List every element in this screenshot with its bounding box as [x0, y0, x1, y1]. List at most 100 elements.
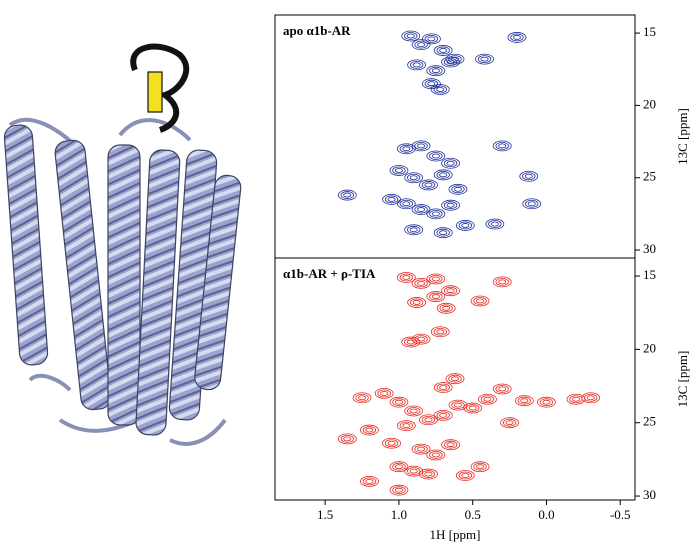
contour [517, 396, 532, 405]
protein-structure [3, 43, 242, 446]
peak [382, 194, 401, 205]
x-tick-label: -0.5 [610, 507, 631, 522]
contour [426, 449, 446, 461]
peak [485, 218, 505, 230]
contour [419, 414, 438, 426]
contour [380, 390, 389, 396]
contour [441, 199, 460, 211]
peak [419, 414, 438, 426]
contour [443, 159, 458, 168]
contour [424, 34, 439, 43]
contour [502, 418, 517, 427]
contour [424, 471, 433, 477]
contour [392, 486, 406, 495]
contour [337, 433, 357, 445]
contour [446, 288, 455, 294]
contour [426, 291, 446, 302]
peak [426, 291, 446, 302]
contour [433, 85, 447, 94]
contour [446, 59, 455, 65]
contour [431, 294, 440, 299]
contour [431, 153, 440, 159]
peak [537, 396, 556, 408]
peak [426, 65, 446, 77]
x-tick-label: 0.0 [538, 507, 554, 522]
contour [581, 392, 601, 404]
contour [389, 396, 409, 408]
contour [394, 168, 403, 173]
contour [431, 68, 440, 74]
contour [406, 33, 415, 39]
y-tick-label: 25 [643, 169, 656, 184]
contour [492, 276, 512, 288]
peak [419, 468, 438, 480]
peak [411, 204, 431, 215]
contour [510, 33, 524, 42]
peak [382, 437, 401, 449]
contour [396, 198, 416, 210]
peak [463, 402, 483, 414]
contour [426, 208, 446, 220]
peak [475, 53, 494, 65]
contour [476, 464, 485, 470]
contour [399, 144, 414, 153]
contour [411, 333, 431, 345]
y-tick-label: 15 [643, 267, 656, 282]
contour [433, 409, 453, 421]
contour [446, 202, 455, 208]
contour [404, 224, 424, 236]
contour [407, 297, 427, 308]
contour [436, 87, 445, 92]
contour [500, 417, 519, 429]
contour [439, 172, 448, 178]
peak [433, 169, 453, 181]
peak [426, 150, 446, 162]
contour [429, 292, 443, 301]
contour [429, 209, 443, 218]
contour [450, 376, 459, 382]
contour [402, 146, 411, 152]
contour [411, 443, 431, 455]
panel: α1b-AR + ρ-TIA 15 20 25 30 13C [ppm] 1.5 1.0 0.5… [274, 257, 690, 542]
contour [439, 48, 448, 53]
contour [360, 475, 379, 487]
contour [433, 227, 453, 239]
y-tick-label: 30 [643, 487, 656, 502]
contour [374, 387, 394, 399]
peak [389, 461, 409, 473]
contour [542, 399, 551, 405]
contour [426, 273, 446, 285]
contour [406, 225, 421, 234]
contour [406, 173, 421, 182]
contour [446, 160, 455, 166]
contour [539, 398, 554, 407]
plot-frame [274, 14, 636, 259]
contour [470, 461, 490, 473]
panel-title: apo α1b-AR [283, 23, 351, 38]
contour [394, 464, 403, 470]
peak [445, 373, 465, 385]
contour [450, 56, 459, 62]
contour [495, 142, 509, 150]
contour [520, 398, 529, 404]
contour [429, 275, 443, 283]
contour [429, 152, 443, 160]
peak [396, 198, 416, 210]
contour [421, 78, 441, 90]
peak [430, 326, 450, 338]
peak [500, 417, 519, 429]
contour [522, 172, 536, 181]
peak [426, 208, 446, 220]
contour [461, 473, 470, 478]
contour [498, 386, 507, 392]
contour [453, 186, 462, 192]
contour [431, 452, 440, 458]
contour [414, 279, 428, 288]
peak [448, 183, 468, 195]
contour [399, 421, 414, 430]
contour [436, 170, 450, 179]
peak [478, 393, 497, 405]
peak [337, 433, 357, 445]
contour [362, 477, 377, 486]
peak [433, 45, 453, 56]
